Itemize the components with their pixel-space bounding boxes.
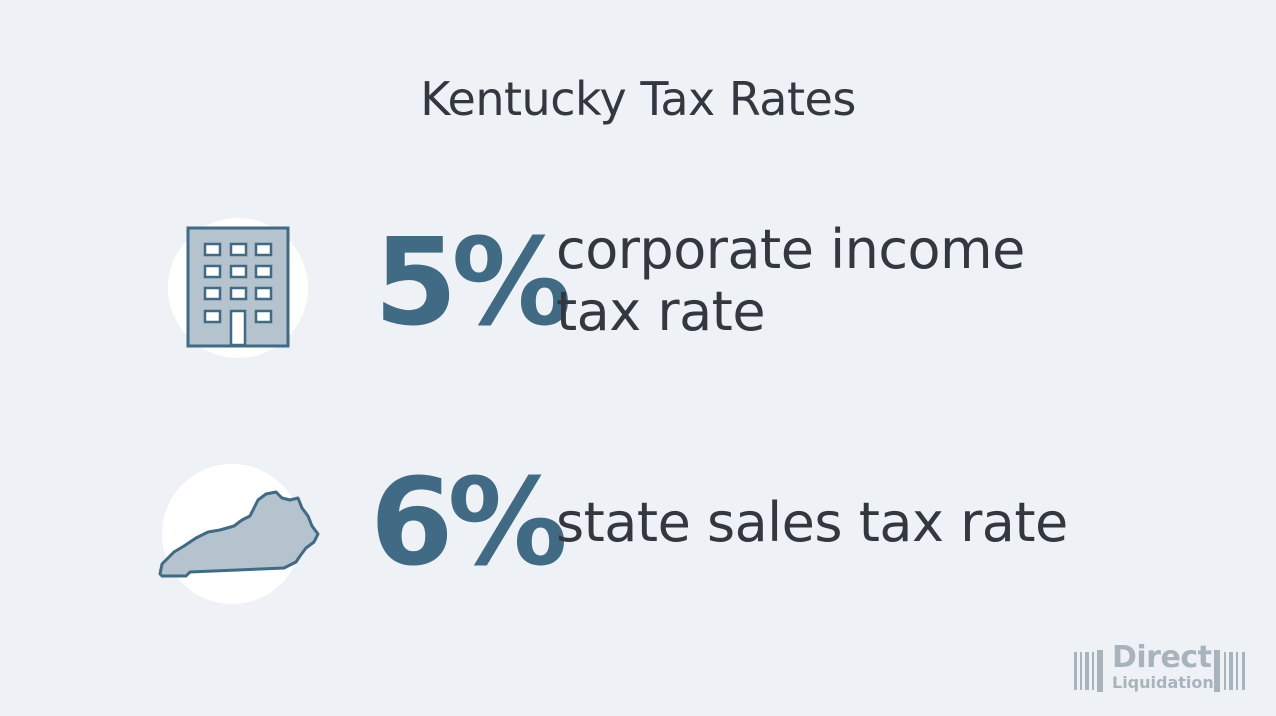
corporate-income-tax-value: 5% [374, 214, 572, 353]
state-sales-tax-label: state sales tax rate [556, 491, 1068, 554]
kentucky-state-icon [158, 490, 320, 578]
barcode-right-icon [1214, 650, 1245, 692]
logo-text-direct: Direct [1112, 640, 1212, 675]
barcode-left-icon [1074, 650, 1103, 692]
page-title: Kentucky Tax Rates [420, 72, 856, 126]
corporate-income-tax-label-line2: tax rate [556, 280, 766, 343]
corporate-income-tax-label-line1: corporate income [556, 218, 1025, 281]
office-building-icon [186, 226, 290, 348]
logo-text-liquidation: Liquidation [1112, 673, 1214, 692]
direct-liquidation-logo: Direct Liquidation [1072, 642, 1256, 698]
state-sales-tax-value: 6% [370, 454, 568, 593]
